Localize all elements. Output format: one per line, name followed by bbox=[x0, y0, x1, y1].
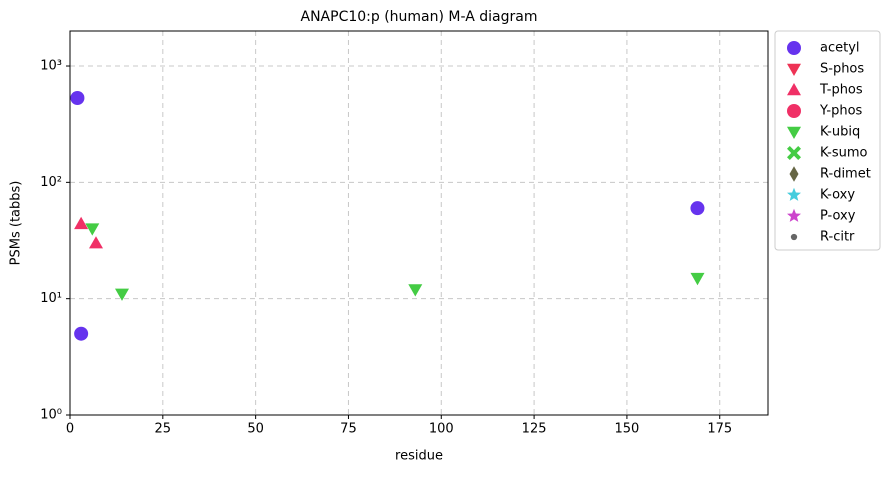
y-tick-label: 10⁰ bbox=[40, 408, 62, 423]
point bbox=[70, 90, 85, 105]
legend-marker bbox=[787, 146, 801, 160]
legend-marker bbox=[787, 83, 801, 96]
x-tick-label: 75 bbox=[340, 422, 357, 437]
point bbox=[690, 272, 705, 286]
legend-marker bbox=[787, 126, 801, 139]
legend-label: K-ubiq bbox=[820, 125, 860, 140]
y-tick-label: 10² bbox=[40, 175, 62, 190]
point bbox=[690, 201, 705, 216]
x-tick-label: 125 bbox=[522, 422, 547, 437]
legend-label: T-phos bbox=[819, 83, 863, 98]
legend-label: acetyl bbox=[820, 41, 860, 56]
legend-marker bbox=[787, 63, 801, 76]
plot-frame bbox=[69, 30, 769, 416]
legend-label: R-dimet bbox=[820, 167, 871, 182]
legend-label: P-oxy bbox=[820, 209, 856, 224]
y-tick-label: 10¹ bbox=[40, 291, 62, 306]
legend-label: Y-phos bbox=[819, 104, 863, 119]
legend-marker bbox=[787, 187, 801, 201]
x-tick-label: 0 bbox=[66, 422, 74, 437]
x-tick-label: 175 bbox=[707, 422, 732, 437]
legend-label: K-oxy bbox=[820, 188, 855, 203]
legend-marker bbox=[787, 104, 801, 118]
legend-marker bbox=[790, 233, 798, 241]
legend-marker bbox=[787, 208, 801, 222]
x-tick-label: 150 bbox=[615, 422, 640, 437]
x-tick-label: 100 bbox=[429, 422, 454, 437]
y-axis-label: PSMs (tabbs) bbox=[9, 181, 24, 266]
chart-title: ANAPC10:p (human) M-A diagram bbox=[301, 9, 538, 25]
legend-label: R-citr bbox=[820, 230, 855, 245]
legend-box bbox=[774, 30, 881, 251]
y-tick-label: 10³ bbox=[40, 59, 62, 74]
point bbox=[74, 216, 89, 230]
point bbox=[89, 236, 103, 249]
legend-marker bbox=[789, 166, 799, 182]
legend-label: S-phos bbox=[820, 62, 864, 77]
point bbox=[408, 284, 423, 297]
point bbox=[74, 326, 89, 341]
point bbox=[115, 288, 129, 301]
x-tick-label: 50 bbox=[247, 422, 264, 437]
legend-label: K-sumo bbox=[820, 146, 868, 161]
x-tick-label: 25 bbox=[155, 422, 172, 437]
x-axis-label: residue bbox=[395, 449, 443, 464]
point bbox=[85, 223, 100, 236]
legend-marker bbox=[787, 41, 801, 55]
